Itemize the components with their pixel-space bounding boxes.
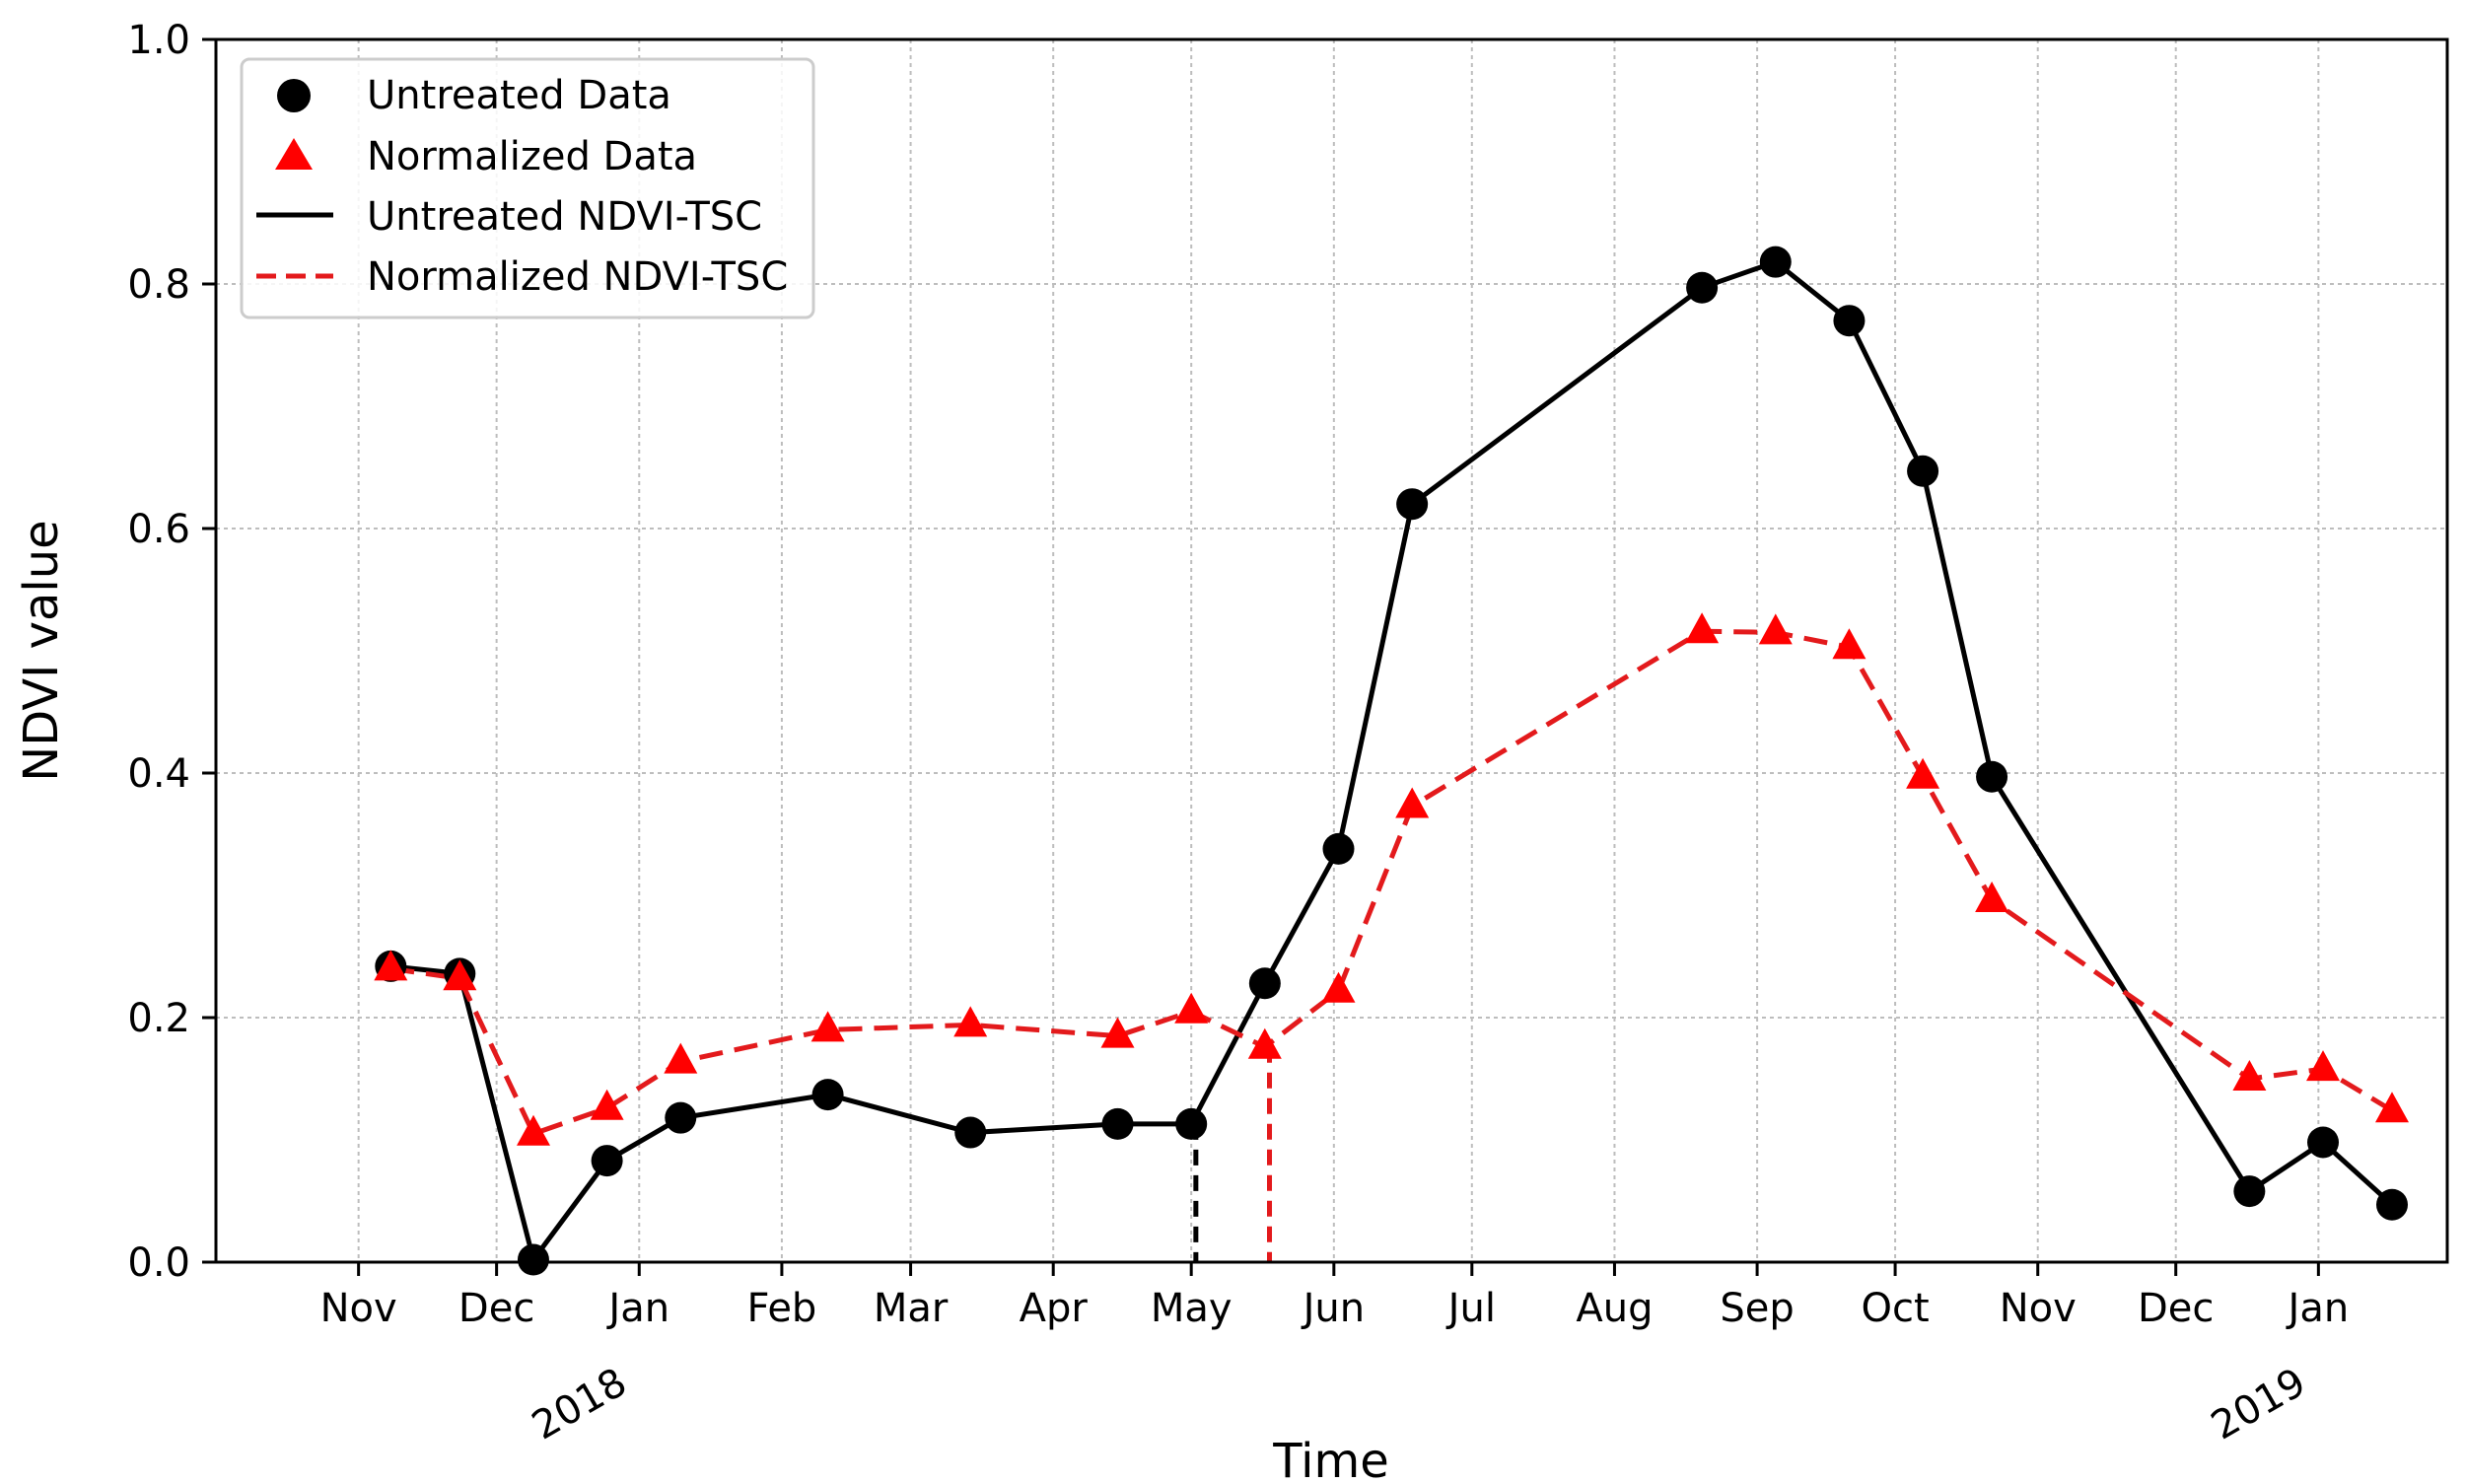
data-point-normalized-data [810, 1011, 845, 1042]
x-tick-label: Jun [1301, 1286, 1366, 1331]
legend-untreated-data-label: Untreated Data [367, 73, 671, 118]
legend-untreated-tsc-label: Untreated NDVI-TSC [367, 194, 762, 240]
x-tick-label: Feb [747, 1286, 817, 1331]
data-point-normalized-data [1174, 992, 1209, 1024]
legend-normalized-data-marker [275, 138, 313, 170]
data-point-untreated-data [1686, 271, 1719, 304]
data-point-untreated-data [2376, 1188, 2409, 1221]
x-tick-label: Sep [1720, 1286, 1794, 1331]
data-point-untreated-data [1396, 488, 1429, 521]
y-axis-label: NDVI value [14, 520, 69, 781]
data-point-untreated-data [811, 1079, 844, 1111]
data-point-normalized-data [1758, 613, 1793, 645]
legend-box [240, 57, 815, 319]
series-line-normalized-ndvi-tsc [389, 628, 2394, 1137]
year-label: 2018 [525, 1360, 634, 1449]
data-point-untreated-data [2233, 1175, 2266, 1208]
data-point-normalized-data [1100, 1017, 1135, 1048]
data-point-normalized-data [2306, 1050, 2340, 1082]
data-point-untreated-data [1833, 305, 1866, 337]
data-point-untreated-data [1322, 832, 1355, 865]
data-point-untreated-data [954, 1116, 987, 1149]
y-tick-label: 0.2 [127, 996, 190, 1041]
legend: Untreated Data Normalized Data Untreated… [240, 57, 815, 319]
data-point-normalized-data [443, 959, 477, 991]
data-point-normalized-data [1395, 787, 1430, 818]
vertical-markers [1193, 1046, 1273, 1262]
data-point-untreated-data [665, 1101, 697, 1134]
data-point-untreated-data [2307, 1126, 2340, 1159]
x-tick-label: Oct [1861, 1286, 1929, 1331]
x-tick-label: Aug [1576, 1286, 1653, 1331]
x-tick-label: Dec [2138, 1286, 2214, 1331]
x-tick-label: May [1151, 1286, 1232, 1331]
data-point-untreated-data [517, 1243, 549, 1276]
data-point-untreated-data [1248, 967, 1281, 1000]
data-point-normalized-data [1832, 628, 1866, 660]
legend-normalized-data-label: Normalized Data [367, 134, 697, 179]
x-tick-label: Jan [605, 1286, 669, 1331]
y-tick-label: 0.0 [127, 1240, 190, 1286]
x-tick-label: Mar [874, 1286, 949, 1331]
data-point-untreated-data [1175, 1107, 1208, 1140]
x-tick-label: Dec [458, 1286, 534, 1331]
data-point-normalized-data [2375, 1092, 2409, 1123]
legend-untreated-data-marker [277, 79, 311, 112]
y-tick-label: 0.6 [127, 507, 190, 552]
data-point-normalized-data [953, 1006, 988, 1037]
data-point-normalized-data [664, 1042, 698, 1074]
data-point-untreated-data [1907, 455, 1939, 487]
plot-frame [214, 37, 2449, 1264]
x-tick-label: Nov [320, 1286, 397, 1331]
data-point-normalized-data [1247, 1027, 1282, 1059]
data-point-normalized-data [374, 950, 408, 981]
data-point-normalized-data [1321, 971, 1356, 1003]
series-layer [374, 246, 2409, 1276]
x-axis-label: Time [1272, 1434, 1388, 1479]
data-point-normalized-data [1975, 882, 2009, 912]
data-point-normalized-data [1906, 757, 1940, 789]
data-point-normalized-data [517, 1114, 550, 1146]
x-tick-label: Jul [1445, 1286, 1496, 1331]
data-point-normalized-data [1685, 612, 1720, 644]
legend-normalized-tsc-label: Normalized NDVI-TSC [367, 254, 788, 300]
data-point-untreated-data [591, 1145, 623, 1177]
data-point-untreated-data [1976, 760, 2008, 793]
data-point-normalized-data [590, 1089, 624, 1120]
data-point-normalized-data [2232, 1060, 2267, 1091]
data-point-untreated-data [1759, 246, 1792, 278]
y-tick-label: 0.8 [127, 262, 190, 308]
year-label: 2019 [2204, 1360, 2313, 1449]
y-tick-label: 0.4 [127, 751, 190, 797]
y-tick-label: 1.0 [127, 18, 190, 63]
x-tick-label: Nov [2000, 1286, 2077, 1331]
x-tick-label: Jan [2286, 1286, 2350, 1331]
x-tick-label: Apr [1020, 1286, 1089, 1331]
data-point-untreated-data [1101, 1107, 1134, 1140]
